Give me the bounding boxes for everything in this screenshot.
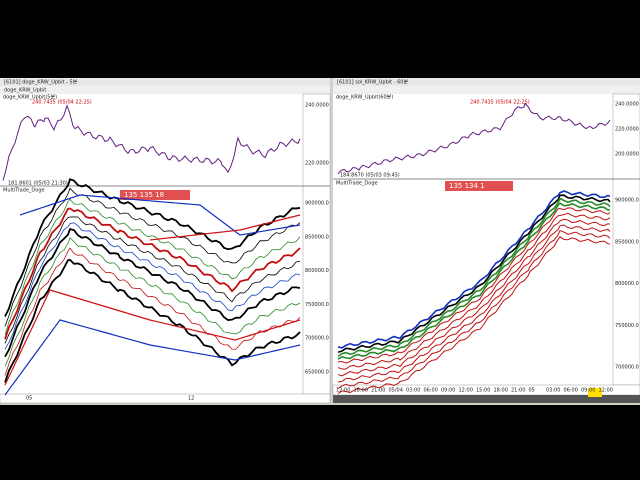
indicator-band (4, 222, 301, 350)
indicator-band (337, 229, 611, 389)
price-label: 200.0000 (615, 152, 639, 158)
indicator-band (4, 207, 301, 340)
x-label: 21:00 (371, 388, 385, 394)
price-label: 700000.0 (305, 336, 329, 342)
x-label: 12:00 (459, 388, 473, 394)
x-label: 12:00 (599, 388, 613, 394)
x-label: 06:00 (424, 388, 438, 394)
indicator-band (337, 224, 611, 383)
x-label: 05 (26, 396, 32, 402)
price-label: 240.0000 (305, 103, 329, 109)
x-label: 05/04 (389, 388, 403, 394)
symbol-box[interactable]: doge_KRW_Upbit (4, 88, 46, 94)
indicator-band (337, 194, 611, 354)
scrollbar[interactable] (333, 395, 640, 403)
indicator-band (4, 247, 301, 376)
x-axis (0, 393, 331, 404)
high-note: 240.7435 (05/04 22:25) (32, 100, 92, 106)
indicator-band (4, 236, 301, 367)
price-label: 750000.0 (615, 323, 639, 329)
price-axis (302, 93, 331, 395)
price-label: 220.0000 (615, 127, 639, 133)
x-label: 12:00 (336, 388, 350, 394)
price-axis (612, 93, 640, 386)
price-label: 650000.0 (305, 370, 329, 376)
price-label: 900000.0 (615, 198, 639, 204)
indicator-band (337, 190, 611, 349)
envelope-lower (4, 319, 301, 396)
price-label: 240.0000 (615, 102, 639, 108)
envelope-upper (19, 194, 301, 236)
indicator-band (4, 258, 301, 383)
low-note: 181.8601 (05/03 21:30) (8, 181, 68, 187)
price-label: 220.0000 (305, 161, 329, 167)
x-label: 09:00 (441, 388, 455, 394)
x-label: 03:00 (406, 388, 420, 394)
letterbox-bottom (0, 405, 640, 480)
price-tag-text: 135 135 18 (124, 191, 164, 199)
indicator-band (337, 218, 611, 377)
indicator-band (337, 207, 611, 364)
x-label: 18:00 (354, 388, 368, 394)
x-label: 09:00 (581, 388, 595, 394)
price-label: 850000.0 (305, 234, 329, 240)
price-label: 800000.0 (305, 268, 329, 274)
x-label: 21:00 (511, 388, 525, 394)
x-label: 06:00 (564, 388, 578, 394)
indicator-band (337, 236, 611, 395)
price-tag-text: 135 134 1 (449, 182, 485, 190)
pane-info: MultiTrade_Doge (3, 188, 45, 194)
price-line (2, 103, 301, 181)
indicator-band (4, 178, 301, 317)
price-label: 800000.0 (615, 281, 639, 287)
letterbox-top (0, 0, 640, 78)
envelope-lower (4, 289, 301, 386)
pane-info: doge_KRW_Upbit(5분) (3, 95, 57, 101)
toolbar[interactable] (0, 86, 330, 94)
pane-info: MultiTrade_Doge (336, 181, 378, 187)
indicator-band (4, 187, 301, 327)
window-title: [6101] sol_KRW_Upbit - 60분 (337, 80, 408, 86)
indicator-band (337, 212, 611, 370)
price-label: 900000.0 (305, 201, 329, 207)
high-note: 240.7435 (05/04 22:25) (470, 100, 530, 106)
x-label: 03:00 (546, 388, 560, 394)
title-bar[interactable] (0, 78, 330, 86)
toolbar[interactable] (333, 86, 640, 94)
price-tag (120, 190, 190, 200)
window-title: [6101] doge_KRW_Upbit - 5분 (4, 80, 78, 86)
price-label: 850000.0 (615, 239, 639, 245)
x-label: 18:00 (494, 388, 508, 394)
x-label: 05 (529, 388, 535, 394)
low-note: 184.8670 (05/03 09:45) (340, 173, 400, 179)
price-label: 750000.0 (305, 302, 329, 308)
x-label: 12 (188, 396, 194, 402)
time-highlight (588, 388, 602, 397)
indicator-band (337, 202, 611, 360)
pane-info: doge_KRW_Upbit(60분) (336, 95, 393, 101)
indicator-band (337, 197, 611, 358)
indicator-band (4, 228, 301, 358)
x-label: 15:00 (476, 388, 490, 394)
price-tag (445, 181, 513, 191)
envelope-upper (149, 214, 301, 241)
indicator-band (4, 198, 301, 335)
indicator-band (4, 216, 301, 344)
price-line (337, 102, 611, 175)
price-label: 700000.0 (615, 365, 639, 371)
title-bar[interactable] (333, 78, 640, 86)
